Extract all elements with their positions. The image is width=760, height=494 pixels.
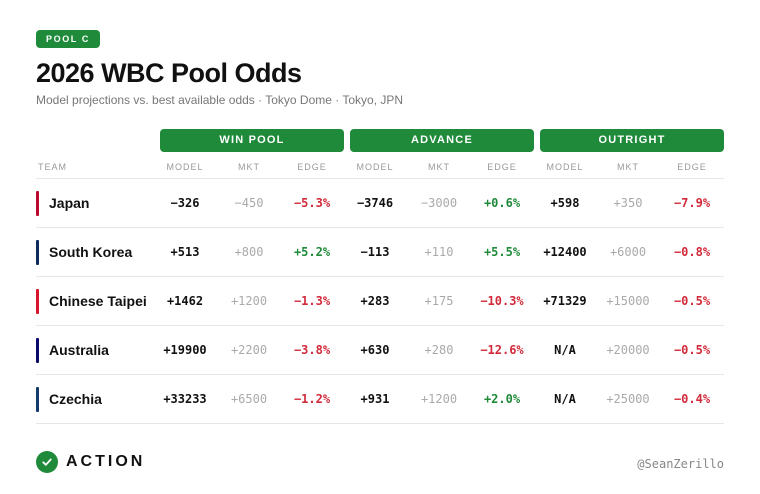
out-mkt-cell: +25000 (606, 392, 650, 406)
out-mkt-cell: +20000 (606, 343, 650, 357)
out-model-cell: +71329 (543, 294, 587, 308)
win-model-cell: +33233 (163, 392, 207, 406)
out-model-cell: N/A (554, 343, 576, 357)
out-edge-cell: −0.5% (673, 343, 711, 357)
column-header-adv-model: MODEL (356, 162, 394, 172)
column-header-out-edge: EDGE (677, 162, 707, 172)
odds-table: Japan −326 −450 −5.3% −3746 −3000 +0.6% +598 +35… (36, 179, 724, 424)
out-edge-cell: −0.4% (673, 392, 711, 406)
group-header-outright: OUTRIGHT (540, 129, 724, 152)
adv-edge-cell: +5.5% (483, 245, 521, 259)
out-mkt-cell: +15000 (606, 294, 650, 308)
win-mkt-cell: +800 (234, 245, 264, 259)
win-model-cell: +1462 (166, 294, 204, 308)
team-color-bar (36, 289, 39, 314)
table-row: Czechia +33233 +6500 −1.2% +931 +1200 +2.0% N/A… (36, 375, 724, 424)
column-header-win-edge: EDGE (297, 162, 327, 172)
table-row: Chinese Taipei +1462 +1200 −1.3% +283 +175 −10… (36, 277, 724, 326)
out-edge-cell: −7.9% (673, 196, 711, 210)
out-edge-cell: −0.8% (673, 245, 711, 259)
page-title: 2026 WBC Pool Odds (36, 58, 302, 88)
column-header-win-mkt: MKT (238, 162, 260, 172)
win-mkt-cell: +1200 (230, 294, 268, 308)
header-divider (36, 178, 724, 179)
table-row: Australia +19900 +2200 −3.8% +630 +280 −12.6% N… (36, 326, 724, 375)
adv-mkt-cell: +1200 (420, 392, 458, 406)
column-header-team: TEAM (38, 162, 68, 172)
adv-mkt-cell: +175 (424, 294, 454, 308)
win-mkt-cell: −450 (234, 196, 264, 210)
out-mkt-cell: +350 (613, 196, 643, 210)
column-header-out-model: MODEL (546, 162, 584, 172)
out-mkt-cell: +6000 (609, 245, 647, 259)
column-header-adv-mkt: MKT (428, 162, 450, 172)
page-subtitle: Model projections vs. best available odd… (36, 93, 404, 107)
adv-mkt-cell: +110 (424, 245, 454, 259)
win-edge-cell: −5.3% (293, 196, 331, 210)
out-model-cell: N/A (554, 392, 576, 406)
win-model-cell: +19900 (163, 343, 207, 357)
group-header-win-pool: WIN POOL (160, 129, 344, 152)
adv-edge-cell: −12.6% (480, 343, 524, 357)
team-name: Chinese Taipei (49, 293, 147, 309)
adv-edge-cell: −10.3% (480, 294, 524, 308)
column-header-win-model: MODEL (166, 162, 204, 172)
win-edge-cell: −1.2% (293, 392, 331, 406)
win-edge-cell: −3.8% (293, 343, 331, 357)
table-row: South Korea +513 +800 +5.2% −113 +110 +5.5% +12… (36, 228, 724, 277)
check-circle-icon (36, 451, 58, 473)
adv-model-cell: +931 (360, 392, 390, 406)
team-color-bar (36, 338, 39, 363)
win-model-cell: +513 (170, 245, 200, 259)
win-edge-cell: +5.2% (293, 245, 331, 259)
table-row: Japan −326 −450 −5.3% −3746 −3000 +0.6% +598 +35… (36, 179, 724, 228)
win-edge-cell: −1.3% (293, 294, 331, 308)
team-color-bar (36, 240, 39, 265)
column-header-out-mkt: MKT (617, 162, 639, 172)
adv-model-cell: +630 (360, 343, 390, 357)
team-name: South Korea (49, 244, 133, 260)
win-mkt-cell: +6500 (230, 392, 268, 406)
column-header-adv-edge: EDGE (487, 162, 517, 172)
adv-mkt-cell: −3000 (420, 196, 458, 210)
adv-edge-cell: +0.6% (483, 196, 521, 210)
team-name: Czechia (49, 391, 102, 407)
adv-model-cell: −113 (360, 245, 390, 259)
team-color-bar (36, 191, 39, 216)
author-handle: @SeanZerillo (637, 457, 724, 471)
out-model-cell: +598 (550, 196, 580, 210)
group-header-advance: ADVANCE (350, 129, 534, 152)
win-model-cell: −326 (170, 196, 200, 210)
adv-model-cell: +283 (360, 294, 390, 308)
team-name: Japan (49, 195, 90, 211)
team-name: Australia (49, 342, 109, 358)
adv-model-cell: −3746 (356, 196, 394, 210)
out-edge-cell: −0.5% (673, 294, 711, 308)
adv-mkt-cell: +280 (424, 343, 454, 357)
pool-badge: POOL C (36, 30, 100, 48)
adv-edge-cell: +2.0% (483, 392, 521, 406)
team-color-bar (36, 387, 39, 412)
brand-logo-text: ACTION (66, 453, 146, 470)
win-mkt-cell: +2200 (230, 343, 268, 357)
out-model-cell: +12400 (543, 245, 587, 259)
